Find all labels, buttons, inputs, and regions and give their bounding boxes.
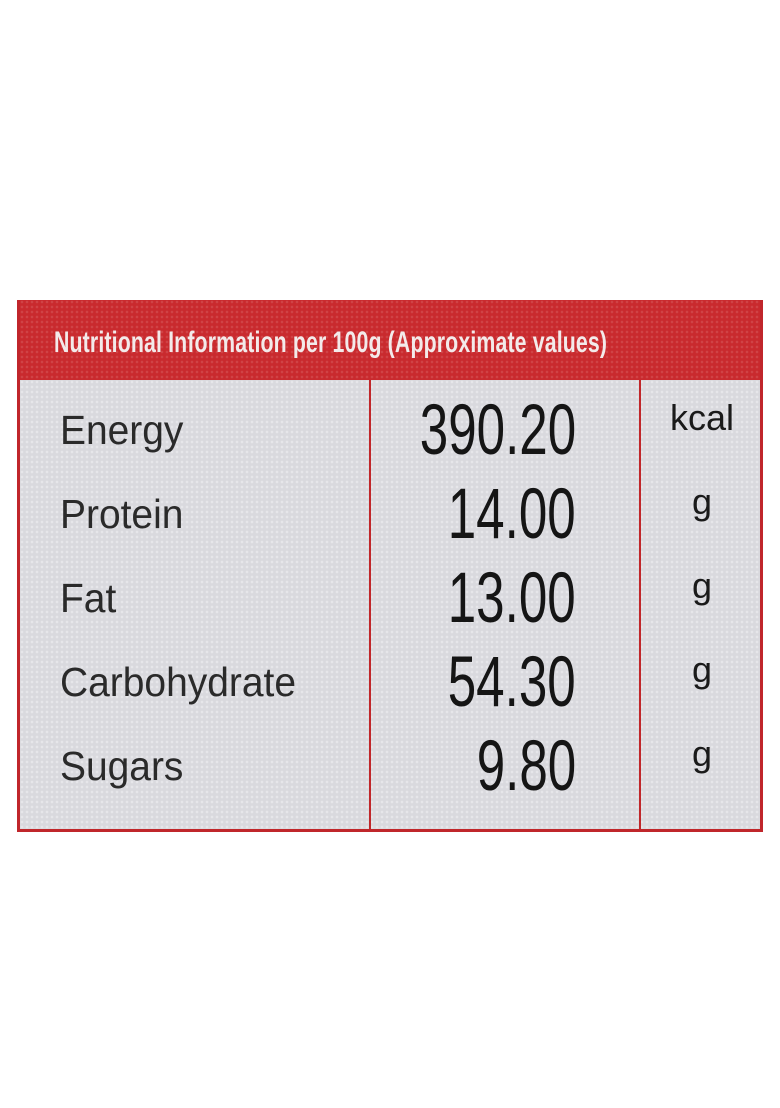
row-value-sugars: 9.80 [476, 727, 576, 806]
row-name-fat: Fat [60, 575, 117, 621]
row-value-protein: 14.00 [448, 475, 576, 554]
row-name-sugars: Sugars [60, 743, 184, 789]
label-header: Nutritional Information per 100g (Approx… [20, 300, 760, 380]
row-name-protein: Protein [60, 491, 184, 537]
row-name-carbohydrate: Carbohydrate [60, 659, 297, 705]
column-divider [369, 380, 371, 829]
row-value-carbohydrate: 54.30 [448, 643, 576, 722]
row-unit-energy: kcal [669, 397, 735, 438]
row-unit-carbohydrate: g [691, 649, 713, 690]
nutrition-label: Nutritional Information per 100g (Approx… [17, 300, 763, 832]
row-value-fat: 13.00 [448, 559, 576, 638]
row-unit-protein: g [691, 481, 713, 522]
row-unit-sugars: g [691, 733, 713, 774]
row-value-energy: 390.20 [419, 391, 576, 470]
row-name-energy: Energy [60, 407, 184, 453]
row-unit-fat: g [691, 565, 713, 606]
label-title: Nutritional Information per 100g (Approx… [54, 326, 608, 359]
column-divider [639, 380, 641, 829]
